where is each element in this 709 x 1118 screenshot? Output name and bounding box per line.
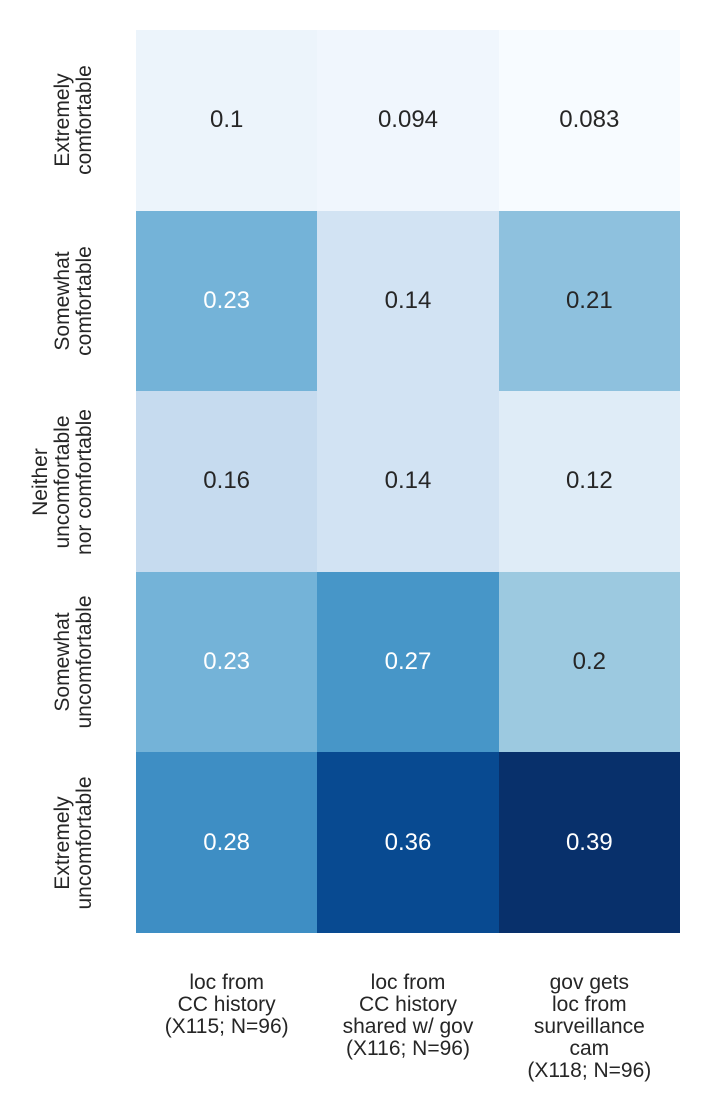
cell-value-annotation: 0.094	[377, 106, 439, 134]
heatmap-cell: 0.28	[136, 752, 318, 933]
heatmap-cell: 0.39	[498, 752, 680, 933]
heatmap-cell: 0.21	[498, 210, 680, 392]
heatmap-cell: 0.14	[317, 210, 499, 392]
x-tick-label: gov gets loc from surveillance cam (X118…	[527, 971, 652, 1082]
cell-value-annotation: 0.23	[203, 286, 251, 314]
heatmap-cell: 0.23	[136, 571, 318, 753]
cell-value-annotation: 0.27	[384, 648, 432, 676]
cell-value-annotation: 0.36	[384, 828, 432, 856]
cell-value-annotation: 0.14	[384, 286, 432, 314]
y-tick-label: Somewhat uncomfortable	[51, 595, 96, 729]
cell-value-annotation: 0.083	[559, 106, 620, 134]
y-tick-label: Extremely uncomfortable	[51, 776, 96, 910]
cell-value-annotation: 0.16	[203, 467, 251, 495]
x-tick-label: loc from CC history shared w/ gov (X116;…	[342, 971, 474, 1060]
heatmap-cell: 0.1	[136, 30, 318, 211]
heatmap-cell: 0.094	[317, 30, 499, 211]
heatmap-cell: 0.23	[136, 210, 318, 392]
cell-value-annotation: 0.28	[203, 828, 251, 856]
y-tick-label: Somewhat comfortable	[51, 246, 96, 356]
x-tick-label: loc from CC history (X115; N=96)	[164, 971, 289, 1038]
heatmap-cell: 0.2	[498, 571, 680, 753]
heatmap-cell: 0.14	[317, 391, 499, 572]
cell-value-annotation: 0.12	[565, 467, 613, 495]
heatmap-cell: 0.36	[317, 752, 499, 933]
heatmap-grid: 0.1 0.094 0.083 0.23 0.14 0.21 0.16 0.14 0.12 0.2…	[136, 30, 680, 933]
cell-value-annotation: 0.2	[572, 648, 606, 676]
heatmap-cell: 0.083	[498, 30, 680, 211]
cell-value-annotation: 0.14	[384, 467, 432, 495]
heatmap-cell: 0.27	[317, 571, 499, 753]
heatmap-cell: 0.12	[498, 391, 680, 572]
cell-value-annotation: 0.23	[203, 648, 251, 676]
cell-value-annotation: 0.1	[209, 106, 244, 134]
cell-value-annotation: 0.39	[565, 828, 613, 856]
y-tick-label: Extremely comfortable	[51, 65, 96, 176]
cell-value-annotation: 0.21	[565, 286, 613, 314]
heatmap-cell: 0.16	[136, 391, 318, 572]
y-tick-label: Neither uncomfortable nor comfortable	[29, 408, 96, 555]
